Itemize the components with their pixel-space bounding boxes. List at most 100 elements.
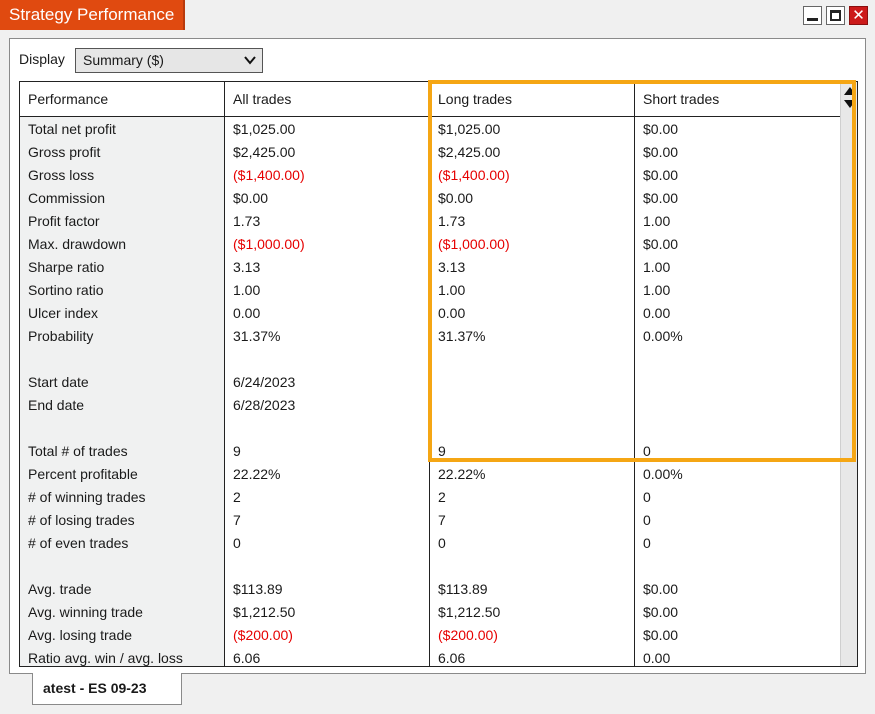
table-row: End date 6/28/2023 — [20, 394, 840, 417]
table-row: Max. drawdown ($1,000.00) ($1,000.00) $0.00 — [20, 233, 840, 256]
cell-long: 0.00 — [438, 305, 466, 321]
display-label: Display — [19, 51, 65, 67]
cell-all: 9 — [233, 443, 241, 459]
table-row: Total # of trades 9 9 0 — [20, 440, 840, 463]
table-row: Total net profit $1,025.00 $1,025.00 $0.00 — [20, 118, 840, 141]
row-label: Probability — [28, 328, 94, 344]
chevron-down-icon — [243, 49, 257, 79]
row-label: # of even trades — [28, 535, 129, 551]
table-row: Avg. trade $113.89 $113.89 $0.00 — [20, 578, 840, 601]
performance-grid: Performance All trades Long trades Short… — [19, 81, 858, 667]
maximize-icon — [830, 10, 841, 21]
cell-all: 6/28/2023 — [233, 397, 296, 413]
cell-short: 0.00% — [643, 328, 683, 344]
table-row: Sharpe ratio 3.13 3.13 1.00 — [20, 256, 840, 279]
cell-all: $1,025.00 — [233, 121, 296, 137]
cell-long: $1,025.00 — [438, 121, 501, 137]
cell-all: 6.06 — [233, 650, 261, 666]
table-row — [20, 348, 840, 371]
cell-long: 22.22% — [438, 466, 486, 482]
cell-all: ($1,400.00) — [233, 167, 305, 183]
minimize-icon — [807, 18, 818, 21]
cell-long: 9 — [438, 443, 446, 459]
row-label: Total # of trades — [28, 443, 128, 459]
display-select[interactable]: Summary ($) — [75, 48, 263, 73]
label-column-background — [20, 117, 224, 666]
table-row: Percent profitable 22.22% 22.22% 0.00% — [20, 463, 840, 486]
table-row: # of winning trades 2 2 0 — [20, 486, 840, 509]
cell-short: $0.00 — [643, 121, 679, 137]
column-divider — [224, 82, 225, 666]
cell-short: 0.00 — [643, 305, 671, 321]
column-header-performance[interactable]: Performance — [28, 91, 109, 107]
row-label: Percent profitable — [28, 466, 138, 482]
cell-all: 31.37% — [233, 328, 281, 344]
cell-short: 1.00 — [643, 213, 671, 229]
table-row: Gross loss ($1,400.00) ($1,400.00) $0.00 — [20, 164, 840, 187]
cell-short: $0.00 — [643, 627, 679, 643]
cell-long: 0 — [438, 535, 446, 551]
scroll-up-icon[interactable] — [844, 87, 856, 95]
cell-all: 3.13 — [233, 259, 261, 275]
cell-short: $0.00 — [643, 604, 679, 620]
vertical-scrollbar[interactable] — [840, 82, 857, 666]
close-icon: ✕ — [852, 7, 865, 24]
cell-short: 0.00% — [643, 466, 683, 482]
cell-all: 7 — [233, 512, 241, 528]
cell-short: $0.00 — [643, 144, 679, 160]
cell-all: ($200.00) — [233, 627, 293, 643]
cell-all: 1.00 — [233, 282, 261, 298]
row-label: End date — [28, 397, 85, 413]
table-row: Start date 6/24/2023 — [20, 371, 840, 394]
cell-all: 0.00 — [233, 305, 261, 321]
row-label: # of losing trades — [28, 512, 135, 528]
cell-all: $0.00 — [233, 190, 269, 206]
cell-long: $113.89 — [438, 581, 488, 597]
scroll-down-icon[interactable] — [844, 100, 856, 108]
cell-short: 1.00 — [643, 259, 671, 275]
window-title: Strategy Performance — [0, 0, 186, 30]
column-header-short-trades[interactable]: Short trades — [643, 91, 720, 107]
cell-all: 6/24/2023 — [233, 374, 296, 390]
row-label: Ratio avg. win / avg. loss — [28, 650, 183, 666]
row-label: Total net profit — [28, 121, 116, 137]
cell-short: 0 — [643, 512, 651, 528]
row-label: Ulcer index — [28, 305, 99, 321]
cell-long: 3.13 — [438, 259, 466, 275]
table-row: Commission $0.00 $0.00 $0.00 — [20, 187, 840, 210]
table-row: # of even trades 0 0 0 — [20, 532, 840, 555]
table-row: Avg. winning trade $1,212.50 $1,212.50 $0.0… — [20, 601, 840, 624]
cell-all: $113.89 — [233, 581, 283, 597]
title-bar: Strategy Performance ✕ — [0, 0, 875, 30]
cell-all: $2,425.00 — [233, 144, 296, 160]
minimize-button[interactable] — [803, 6, 822, 25]
column-header-long-trades[interactable]: Long trades — [438, 91, 512, 107]
cell-long: $0.00 — [438, 190, 474, 206]
row-label: Sharpe ratio — [28, 259, 105, 275]
row-label: Sortino ratio — [28, 282, 104, 298]
cell-long: 2 — [438, 489, 446, 505]
close-button[interactable]: ✕ — [849, 6, 868, 25]
tab-strategy[interactable]: atest - ES 09-23 — [32, 673, 182, 705]
cell-all: 2 — [233, 489, 241, 505]
cell-long: 6.06 — [438, 650, 466, 666]
cell-all: 0 — [233, 535, 241, 551]
row-label: Profit factor — [28, 213, 100, 229]
cell-long: 1.73 — [438, 213, 466, 229]
row-label: Max. drawdown — [28, 236, 127, 252]
cell-short: 0 — [643, 489, 651, 505]
row-label: Avg. trade — [28, 581, 92, 597]
table-row — [20, 555, 840, 578]
maximize-button[interactable] — [826, 6, 845, 25]
row-label: Avg. winning trade — [28, 604, 143, 620]
cell-long: 1.00 — [438, 282, 466, 298]
row-label: Gross loss — [28, 167, 95, 183]
table-row — [20, 417, 840, 440]
cell-all: ($1,000.00) — [233, 236, 305, 252]
column-divider — [634, 82, 635, 666]
cell-short: $0.00 — [643, 167, 679, 183]
row-label: Commission — [28, 190, 106, 206]
cell-long: 31.37% — [438, 328, 486, 344]
cell-long: $2,425.00 — [438, 144, 501, 160]
column-header-all-trades[interactable]: All trades — [233, 91, 292, 107]
